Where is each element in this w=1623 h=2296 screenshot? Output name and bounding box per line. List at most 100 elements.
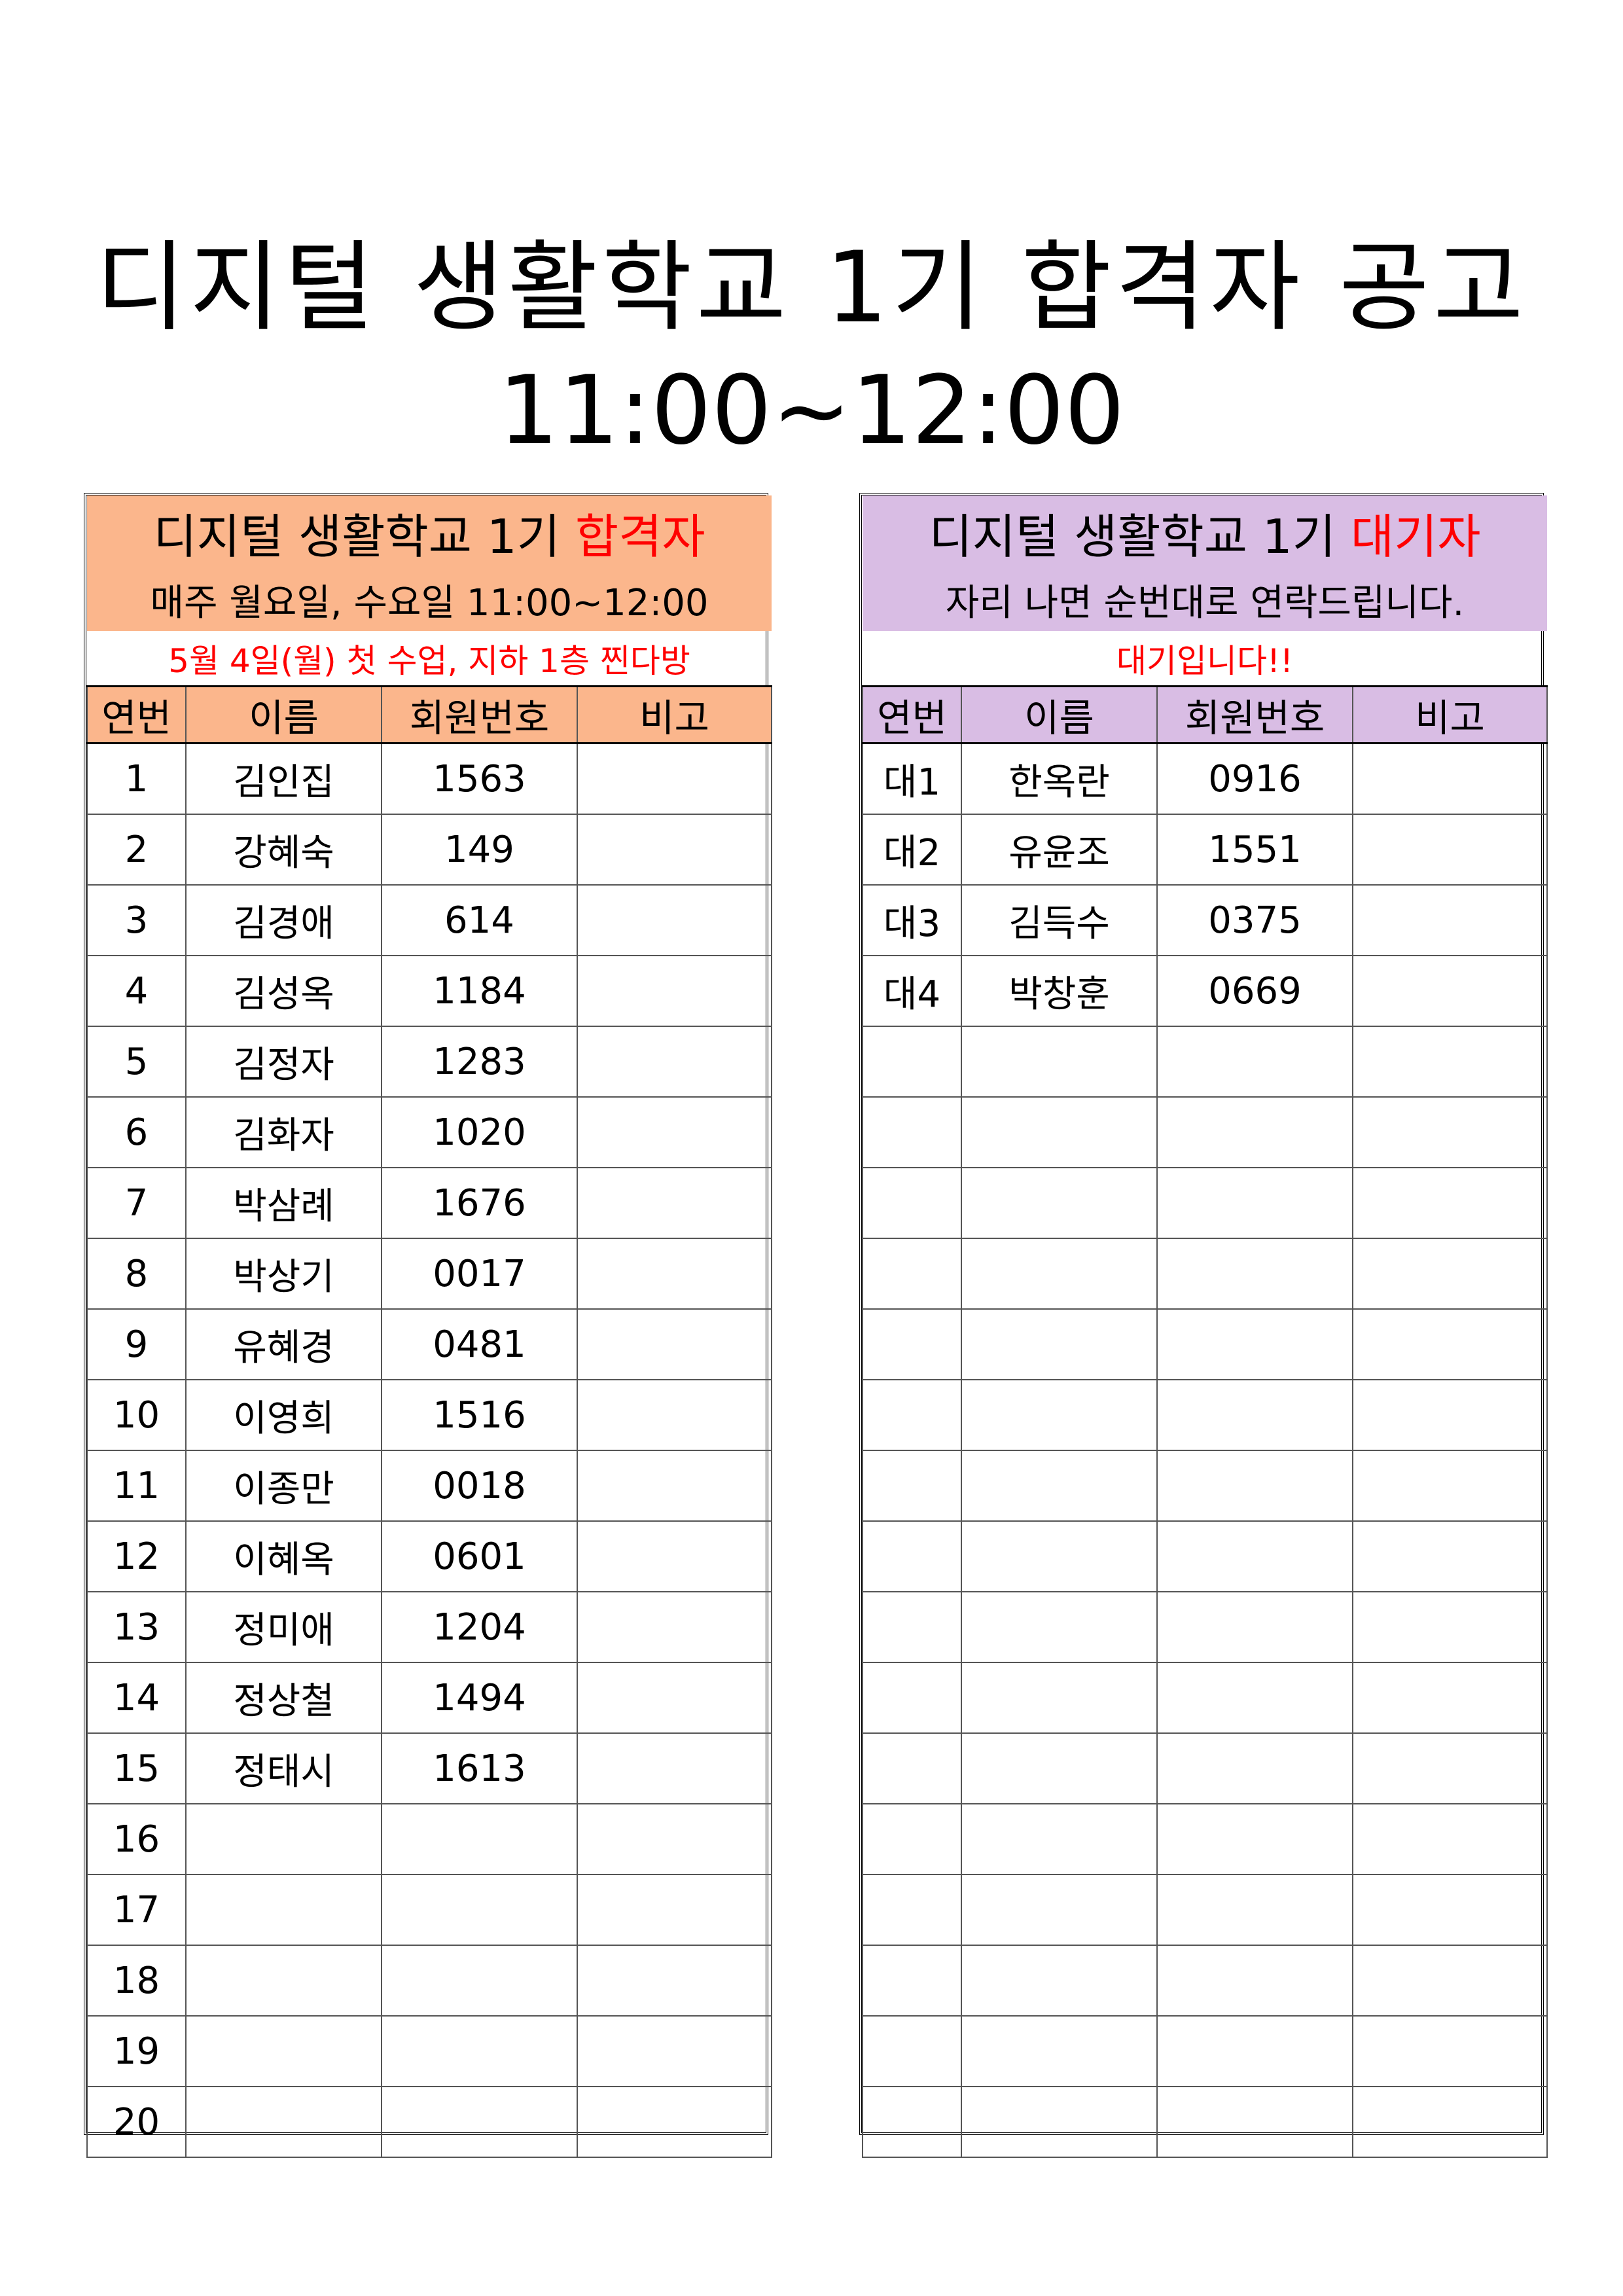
table-cell bbox=[961, 1308, 1158, 1380]
column-header: 회원번호 bbox=[1156, 685, 1353, 744]
table-subtitle: 자리 나면 순번대로 연락드립니다. bbox=[945, 582, 1465, 624]
table-row: 16 bbox=[86, 1803, 773, 1875]
table-cell bbox=[862, 1803, 962, 1875]
table-cell bbox=[1351, 955, 1548, 1027]
table-cell: 유윤조 bbox=[961, 814, 1158, 886]
table-row bbox=[862, 2015, 1548, 2087]
table-cell bbox=[1351, 814, 1548, 886]
table-cell bbox=[961, 1662, 1158, 1734]
table-row bbox=[862, 1803, 1548, 1875]
column-header: 이름 bbox=[185, 685, 382, 744]
table-cell bbox=[1156, 1520, 1353, 1592]
table-cell bbox=[1156, 1662, 1353, 1734]
table-row: 8 박상기 0017 bbox=[86, 1238, 773, 1310]
table-cell bbox=[1156, 1167, 1353, 1239]
table-cell: 한옥란 bbox=[961, 742, 1158, 815]
table-cell: 김성옥 bbox=[185, 955, 382, 1027]
table-cell bbox=[185, 2086, 382, 2158]
table-cell: 5 bbox=[86, 1026, 187, 1098]
table-row: 6 김화자 1020 bbox=[86, 1096, 773, 1168]
table-row bbox=[862, 1945, 1548, 2017]
table-row bbox=[862, 1379, 1548, 1451]
table-row: 19 bbox=[86, 2015, 773, 2087]
title-highlight: 대기자 bbox=[1350, 509, 1481, 564]
table-row: 1 김인집 1563 bbox=[86, 742, 773, 815]
title-prefix: 디지털 생활학교 1기 bbox=[153, 509, 560, 564]
table-cell bbox=[185, 1945, 382, 2017]
table-cell: 13 bbox=[86, 1591, 187, 1663]
table-cell: 4 bbox=[86, 955, 187, 1027]
table-cell: 1516 bbox=[381, 1379, 578, 1451]
title-highlight: 합격자 bbox=[575, 509, 705, 564]
table-cell: 1551 bbox=[1156, 814, 1353, 886]
table-cell bbox=[1156, 1308, 1353, 1380]
table-cell: 17 bbox=[86, 1874, 187, 1946]
table-cell: 대2 bbox=[862, 814, 962, 886]
table-cell bbox=[576, 2015, 773, 2087]
table-row: 4 김성옥 1184 bbox=[86, 955, 773, 1027]
table-cell bbox=[576, 1096, 773, 1168]
table-cell: 대4 bbox=[862, 955, 962, 1027]
table-cell bbox=[1351, 1026, 1548, 1098]
table-cell: 15 bbox=[86, 1732, 187, 1804]
table-cell bbox=[961, 1379, 1158, 1451]
table-cell: 3 bbox=[86, 884, 187, 956]
table-cell: 1184 bbox=[381, 955, 578, 1027]
table-cell bbox=[1351, 1874, 1548, 1946]
table-cell: 10 bbox=[86, 1379, 187, 1451]
table-row bbox=[862, 1450, 1548, 1522]
table-cell: 20 bbox=[86, 2086, 187, 2158]
table-cell: 0018 bbox=[381, 1450, 578, 1522]
table-row: 대4 박창훈 0669 bbox=[862, 955, 1548, 1027]
table-cell bbox=[961, 1096, 1158, 1168]
table-cell bbox=[961, 1167, 1158, 1239]
table-cell bbox=[1156, 1732, 1353, 1804]
table-cell: 박삼례 bbox=[185, 1167, 382, 1239]
table-cell: 김정자 bbox=[185, 1026, 382, 1098]
table-row: 7 박삼례 1676 bbox=[86, 1167, 773, 1239]
table-cell bbox=[961, 1238, 1158, 1310]
table-cell bbox=[1351, 742, 1548, 815]
table-subtitle: 매주 월요일, 수요일 11:00~12:00 bbox=[150, 582, 709, 624]
table-cell: 16 bbox=[86, 1803, 187, 1875]
table-row: 10 이영희 1516 bbox=[86, 1379, 773, 1451]
table-row bbox=[862, 1520, 1548, 1592]
table-cell bbox=[961, 1803, 1158, 1875]
table-cell: 이영희 bbox=[185, 1379, 382, 1451]
table-cell: 0481 bbox=[381, 1308, 578, 1380]
column-header: 연번 bbox=[86, 685, 187, 744]
table-cell bbox=[576, 1803, 773, 1875]
table-cell bbox=[961, 2015, 1158, 2087]
table-cell: 9 bbox=[86, 1308, 187, 1380]
table-row: 17 bbox=[86, 1874, 773, 1946]
table-cell bbox=[576, 1450, 773, 1522]
table-row bbox=[862, 2086, 1548, 2158]
table-cell: 11 bbox=[86, 1450, 187, 1522]
table-cell: 2 bbox=[86, 814, 187, 886]
table-cell bbox=[576, 1874, 773, 1946]
table-row: 5 김정자 1283 bbox=[86, 1026, 773, 1098]
table-row bbox=[862, 1732, 1548, 1804]
table-cell: 1204 bbox=[381, 1591, 578, 1663]
table-cell bbox=[1351, 1096, 1548, 1168]
table-cell bbox=[961, 1450, 1158, 1522]
table-row: 대3 김득수 0375 bbox=[862, 884, 1548, 956]
accepted-table: 디지털 생활학교 1기 합격자 매주 월요일, 수요일 11:00~12:00 5월… bbox=[84, 493, 773, 2158]
table-cell bbox=[862, 1945, 962, 2017]
table-row bbox=[862, 1026, 1548, 1098]
table-row: 20 bbox=[86, 2086, 773, 2158]
table-cell: 8 bbox=[86, 1238, 187, 1310]
column-header: 회원번호 bbox=[381, 685, 578, 744]
title-prefix: 디지털 생활학교 1기 bbox=[929, 509, 1336, 564]
table-row: 15 정태시 1613 bbox=[86, 1732, 773, 1804]
table-cell bbox=[862, 1874, 962, 1946]
table-cell bbox=[862, 1026, 962, 1098]
table-cell: 149 bbox=[381, 814, 578, 886]
table-cell: 김득수 bbox=[961, 884, 1158, 956]
table-cell bbox=[862, 1662, 962, 1734]
table-cell bbox=[576, 1591, 773, 1663]
table-cell bbox=[862, 1379, 962, 1451]
page-time: 11:00~12:00 bbox=[498, 355, 1125, 466]
column-header: 비고 bbox=[576, 685, 773, 744]
